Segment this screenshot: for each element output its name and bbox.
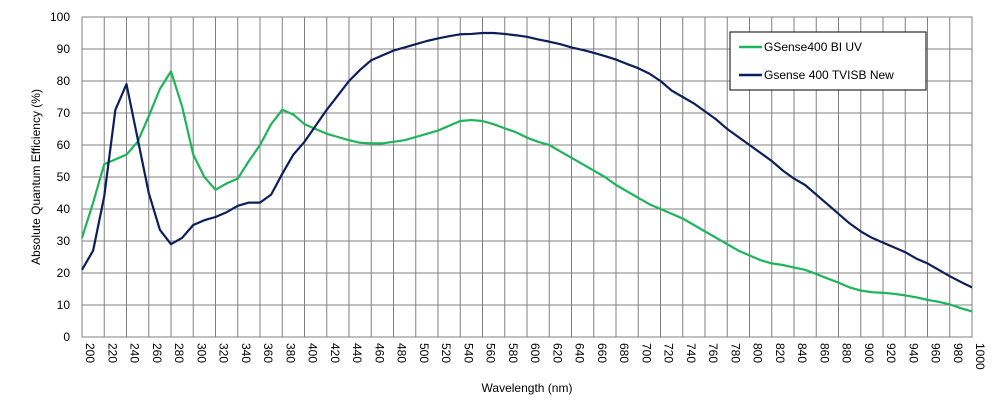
series-lines (80, 31, 973, 313)
x-tick-label: 640 (573, 343, 587, 363)
y-tick-label: 70 (57, 106, 71, 120)
x-tick-label: 420 (328, 343, 342, 363)
x-tick-label: 560 (484, 343, 498, 363)
x-tick-label: 280 (172, 343, 186, 363)
y-tick-label: 0 (63, 330, 70, 344)
x-tick-label: 800 (751, 343, 765, 363)
x-tick-label: 1000 (973, 343, 987, 370)
y-axis-tick-labels: 0 10 20 30 40 50 60 70 80 90 100 (50, 10, 70, 344)
y-tick-label: 10 (57, 298, 71, 312)
x-tick-label: 980 (951, 343, 965, 363)
y-tick-label: 20 (57, 266, 71, 280)
x-tick-label: 720 (662, 343, 676, 363)
x-tick-label: 540 (461, 343, 475, 363)
x-tick-label: 460 (372, 343, 386, 363)
y-tick-label: 100 (50, 10, 70, 24)
legend-box (729, 31, 927, 91)
x-tick-label: 880 (840, 343, 854, 363)
x-tick-label: 860 (817, 343, 831, 363)
x-tick-label: 940 (906, 343, 920, 363)
x-tick-label: 440 (350, 343, 364, 363)
y-tick-label: 80 (57, 74, 71, 88)
x-tick-label: 520 (439, 343, 453, 363)
y-tick-label: 60 (57, 138, 71, 152)
legend-label-gsense400-bi-uv: GSense400 BI UV (764, 40, 862, 54)
y-axis-title: Absolute Quantum Efficiency (%) (29, 89, 43, 265)
x-tick-label: 620 (550, 343, 564, 363)
x-tick-label: 360 (261, 343, 275, 363)
x-tick-label: 200 (83, 343, 97, 363)
x-tick-label: 700 (639, 343, 653, 363)
y-tick-label: 50 (57, 170, 71, 184)
series-line-1 (81, 31, 973, 289)
x-tick-label: 580 (506, 343, 520, 363)
x-tick-label: 500 (417, 343, 431, 363)
x-tick-label: 380 (283, 343, 297, 363)
x-tick-label: 300 (194, 343, 208, 363)
x-tick-label: 220 (105, 343, 119, 363)
x-tick-label: 780 (728, 343, 742, 363)
x-tick-label: 480 (395, 343, 409, 363)
x-tick-label: 820 (773, 343, 787, 363)
x-tick-label: 740 (684, 343, 698, 363)
x-tick-label: 240 (128, 343, 142, 363)
x-tick-label: 320 (217, 343, 231, 363)
x-tick-label: 340 (239, 343, 253, 363)
grid-lines (81, 16, 973, 338)
x-tick-label: 840 (795, 343, 809, 363)
legend-label-gsense-400-tvisb-new: Gsense 400 TVISB New (764, 68, 894, 82)
y-tick-label: 90 (57, 42, 71, 56)
x-tick-label: 960 (929, 343, 943, 363)
legend: GSense400 BI UV Gsense 400 TVISB New (729, 31, 927, 91)
x-tick-label: 400 (306, 343, 320, 363)
y-tick-label: 30 (57, 234, 71, 248)
y-tick-label: 40 (57, 202, 71, 216)
plot-area-frame (81, 16, 973, 338)
x-tick-label: 260 (150, 343, 164, 363)
x-axis-tick-labels: 200 220 240 260 280 300 320 340 360 380 400 420 440 4… (83, 343, 987, 370)
x-tick-label: 900 (862, 343, 876, 363)
x-tick-label: 920 (884, 343, 898, 363)
x-axis-title: Wavelength (nm) (482, 381, 573, 395)
series-line-0 (80, 70, 973, 313)
x-tick-label: 680 (617, 343, 631, 363)
x-tick-label: 660 (595, 343, 609, 363)
x-tick-label: 600 (528, 343, 542, 363)
x-tick-label: 760 (706, 343, 720, 363)
